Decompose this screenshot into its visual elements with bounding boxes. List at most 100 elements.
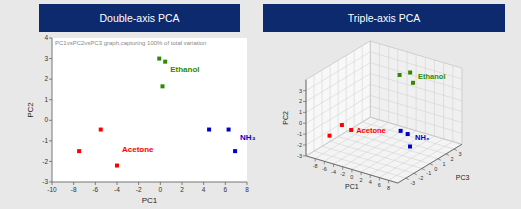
tick-label: -4 (331, 169, 336, 175)
tick-mark (303, 112, 306, 113)
tick-label: 2 (360, 177, 363, 183)
tick-mark (247, 182, 248, 185)
y-axis-line (52, 38, 53, 182)
grid-line (379, 44, 380, 120)
y-axis-label: PC2 (282, 111, 289, 125)
grid-line (362, 46, 363, 122)
tick-label: 3 (44, 55, 48, 62)
grid-line (322, 146, 414, 173)
tick-label: -2 (340, 171, 345, 177)
grid-line (416, 55, 417, 131)
chart-root: Double-axis PCA-10-8-6-4-202468-3-2-1012… (0, 0, 521, 209)
grid-line (338, 60, 339, 136)
grid-line (370, 84, 462, 111)
grid-line (397, 49, 398, 125)
grid-line (314, 75, 315, 151)
axes: -10-8-6-4-202468-3-2-101234 (42, 34, 249, 193)
tick-mark (49, 99, 52, 100)
tick-mark (138, 182, 139, 185)
grid-line (314, 151, 406, 178)
title: Double-axis PCA (100, 12, 180, 24)
grid-line (370, 63, 462, 90)
x-axis-label: PC1 (345, 183, 359, 190)
point (77, 149, 81, 153)
tick-label: 0 (159, 186, 163, 193)
tick-label: 6 (378, 182, 381, 188)
tick-label: -10 (47, 186, 57, 193)
series-label: Ethanol (170, 65, 199, 74)
tick-mark (303, 145, 306, 146)
tick-mark (303, 123, 306, 124)
tick-label: -2 (42, 158, 48, 165)
series-label: NH₃ (415, 133, 430, 142)
tick-mark (414, 173, 417, 175)
tick-mark (182, 182, 183, 185)
x-axis-line (306, 156, 398, 183)
tick-label: -2 (297, 142, 302, 148)
point (207, 128, 211, 132)
x-axis-line (52, 182, 247, 183)
grid-line (354, 51, 355, 127)
point (227, 128, 231, 132)
point (411, 81, 415, 85)
series-label: Ethanol (418, 72, 446, 81)
tick-label: -3 (297, 153, 302, 159)
tick-mark (49, 140, 52, 141)
point (163, 60, 167, 64)
plot-area (52, 38, 247, 182)
tick-label: -4 (114, 186, 120, 193)
points (77, 57, 237, 168)
tick-mark (49, 161, 52, 162)
z-axis-line (398, 144, 462, 183)
tick-mark (438, 159, 441, 161)
tick-mark (406, 178, 409, 180)
point (408, 71, 412, 75)
grid-line (388, 46, 389, 122)
tick-mark (49, 120, 52, 121)
tick-mark (303, 134, 306, 135)
tick-mark (303, 101, 306, 102)
series-label: NH₃ (240, 133, 256, 142)
grid-line (370, 52, 462, 79)
tick-label: 8 (245, 186, 249, 193)
tick-mark (73, 182, 74, 185)
tick-mark (303, 155, 306, 156)
tick-mark (430, 164, 433, 166)
tick-label: 3 (299, 88, 302, 94)
title-box (263, 4, 505, 32)
y-axis-label: PC2 (26, 102, 35, 118)
tick-label: -1 (426, 170, 431, 176)
tick-label: -6 (322, 166, 327, 172)
tick-label: -1 (297, 131, 302, 137)
tick-mark (49, 38, 52, 39)
tick-label: 2 (180, 186, 184, 193)
point (161, 84, 165, 88)
grid-line (370, 95, 462, 122)
tick-label: 4 (202, 186, 206, 193)
point (349, 128, 353, 132)
tick-label: -2 (136, 186, 142, 193)
x-axis-label: PC1 (142, 196, 158, 205)
point (99, 128, 103, 132)
grid-line (306, 84, 370, 123)
point (157, 57, 161, 61)
point (115, 164, 119, 168)
tick-label: -2 (418, 175, 423, 181)
grid-line (425, 57, 426, 133)
pane-side (306, 41, 370, 156)
tick-label: 2 (450, 156, 453, 162)
tick-mark (303, 90, 306, 91)
point (233, 149, 237, 153)
grid-line (370, 74, 462, 101)
tick-label: 0 (299, 120, 302, 126)
tick-mark (49, 182, 52, 183)
tick-mark (49, 58, 52, 59)
tick-label: -8 (313, 163, 318, 169)
tick-mark (446, 154, 449, 156)
grid-line (306, 74, 370, 113)
grid-line (306, 52, 370, 91)
panes: -8-6-4-202468-3-2-10123-3-2-10123 (297, 41, 462, 191)
title-box (39, 4, 240, 32)
tick-label: 1 (299, 109, 302, 115)
tick-label: 6 (224, 186, 228, 193)
